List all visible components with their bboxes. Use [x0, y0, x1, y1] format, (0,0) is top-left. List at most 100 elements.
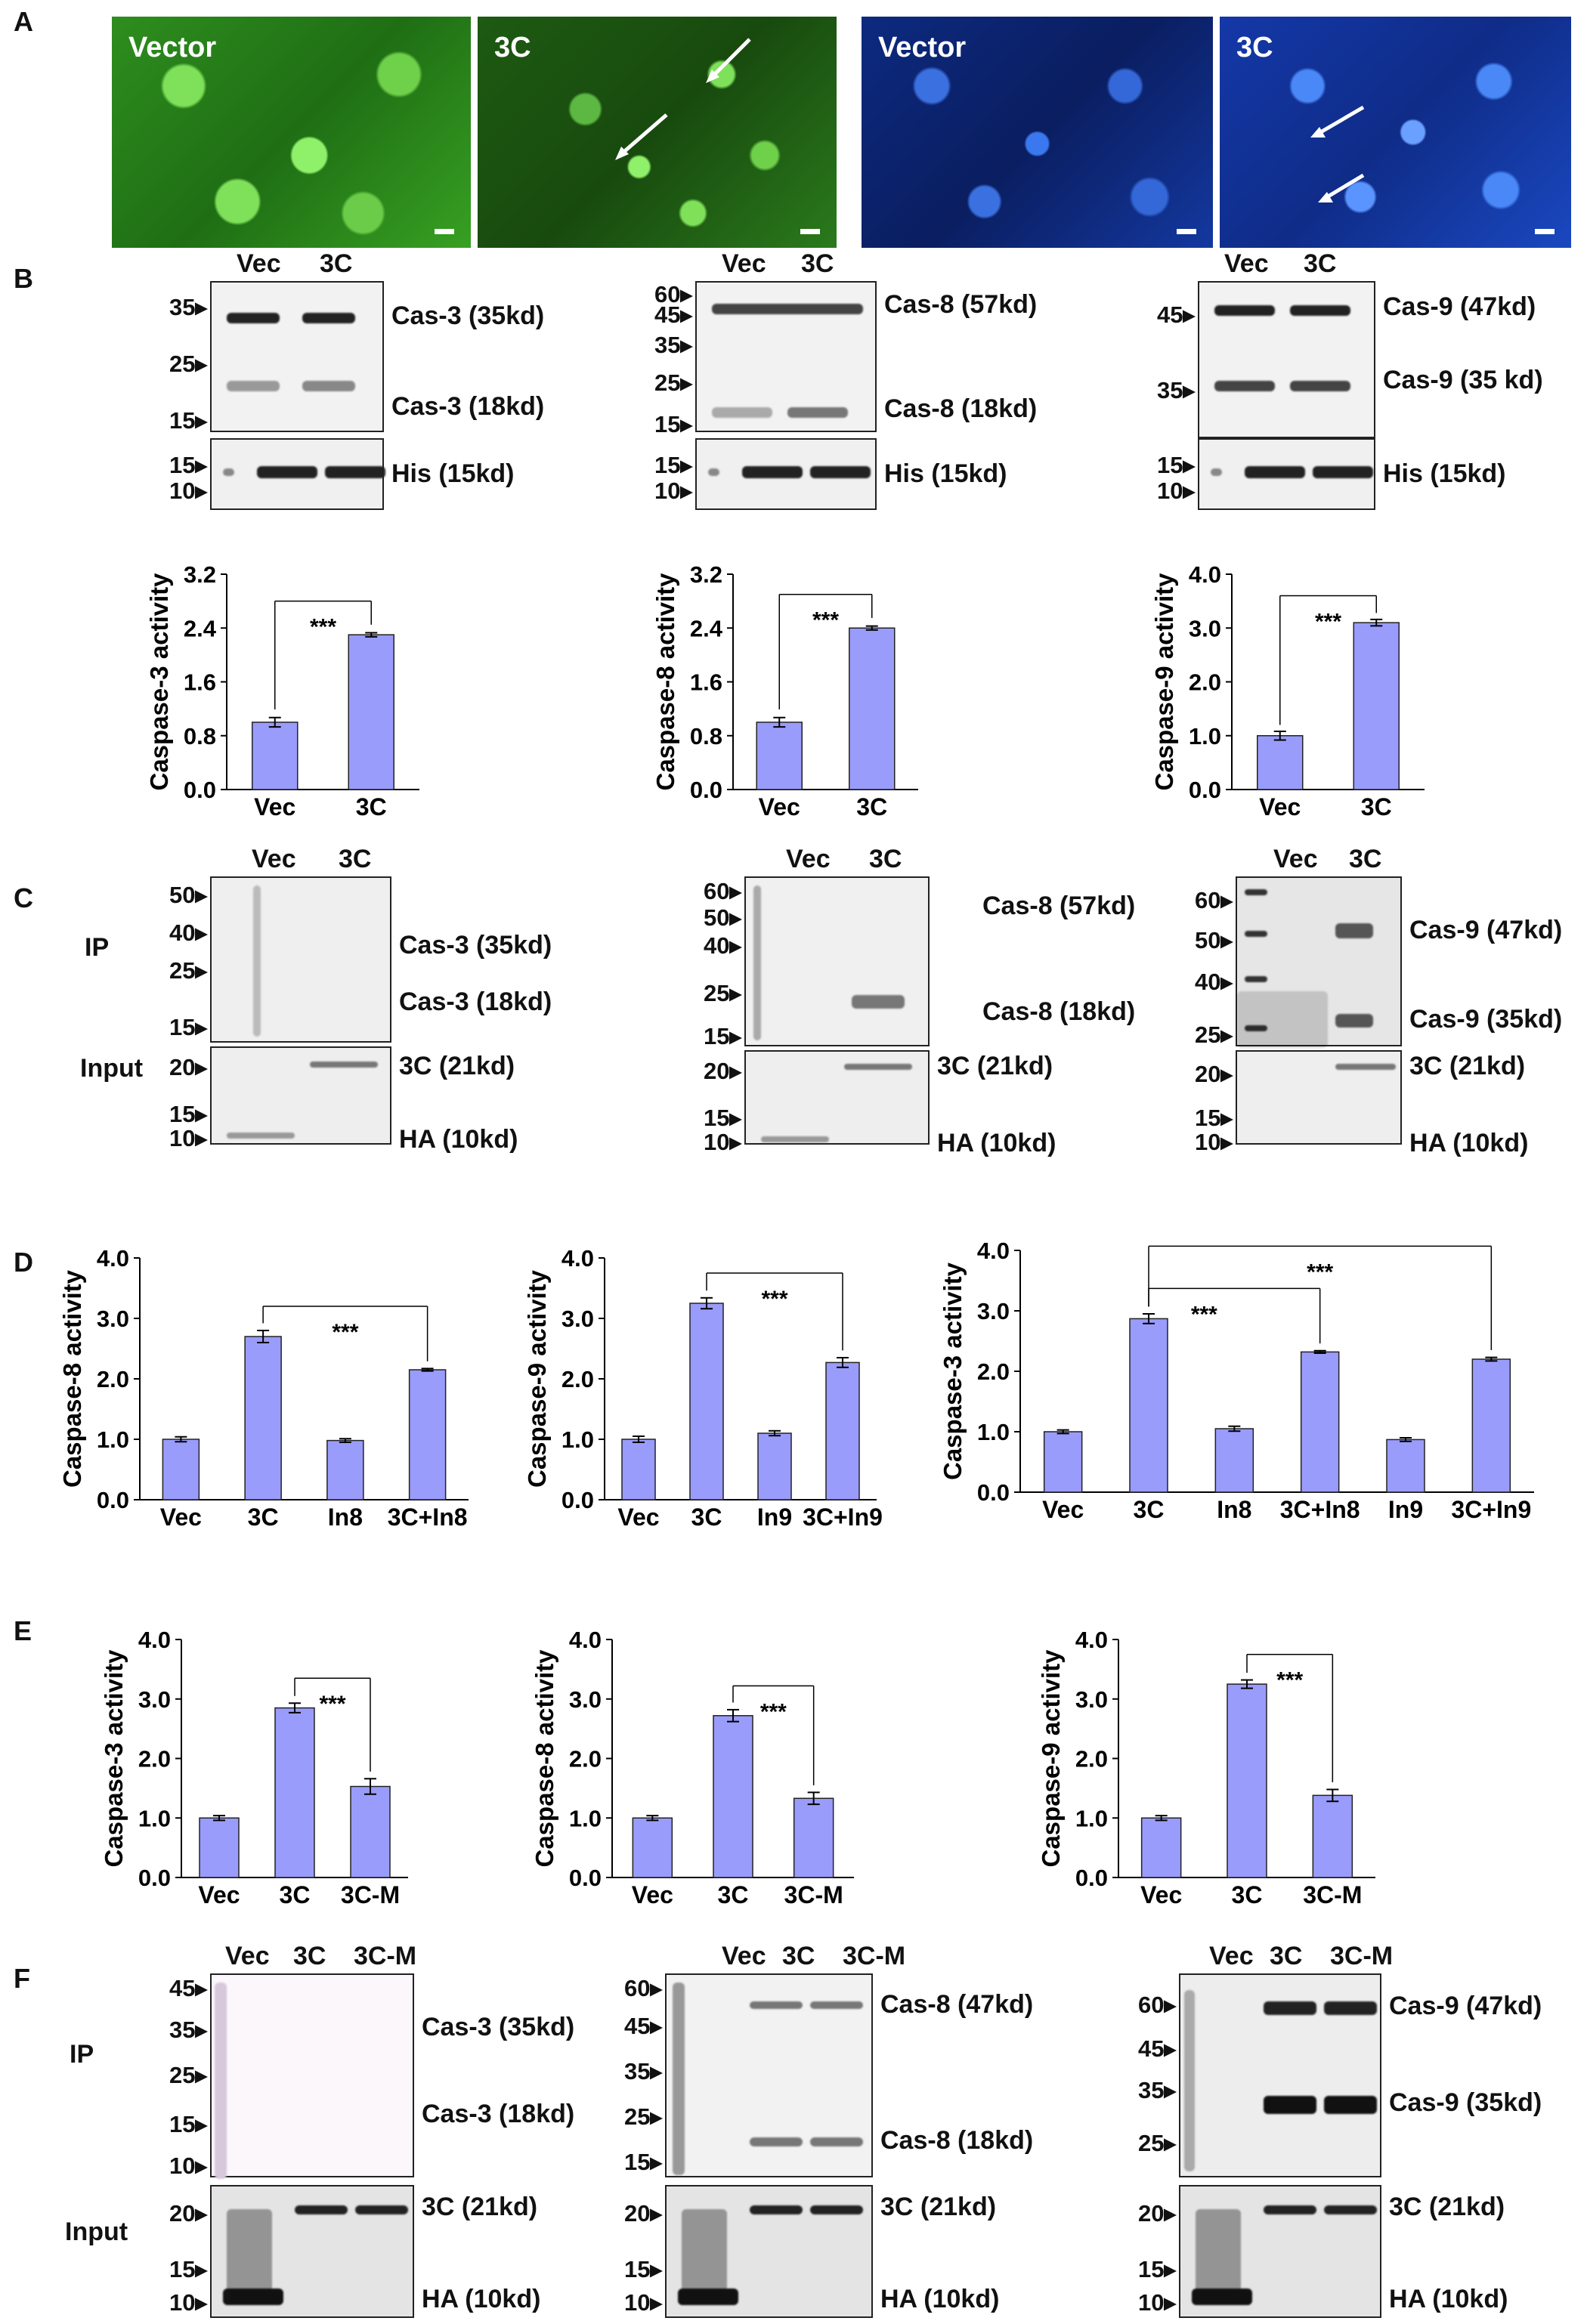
x-tick-label: 3C-M — [341, 1881, 400, 1908]
x-tick-label: 3C+In9 — [1451, 1496, 1531, 1523]
protein-band — [302, 313, 355, 323]
band-label: 3C (21kd) — [937, 1052, 1053, 1080]
ip-blot — [210, 1973, 414, 2179]
bar — [1227, 1683, 1267, 1878]
marker-label: 45▸ — [1137, 2035, 1176, 2062]
lane-label: 3C — [293, 1942, 326, 1970]
protein-band — [227, 1133, 295, 1139]
y-tick-label: 1.0 — [97, 1426, 129, 1453]
y-tick-label: 0.0 — [138, 1865, 171, 1891]
x-tick-label: Vec — [254, 793, 295, 821]
bar — [350, 1785, 391, 1878]
marker-label: 40▸ — [703, 932, 741, 959]
marker-label: 15▸ — [654, 452, 692, 478]
y-tick-label: 1.0 — [138, 1805, 171, 1831]
protein-band — [708, 468, 719, 476]
band-label: HA (10kd) — [880, 2285, 1000, 2313]
protein-band — [1324, 2205, 1377, 2214]
protein-band — [787, 407, 848, 418]
ip-blot — [665, 1973, 873, 2177]
band-label: Cas-9 (47kd) — [1389, 1992, 1542, 2020]
marker-label: 15▸ — [169, 2111, 207, 2137]
y-tick-label: 0.0 — [184, 777, 216, 803]
scale-bar — [435, 229, 454, 234]
band-label: HA (10kd) — [1409, 1129, 1529, 1157]
band-label: Cas-8 (18kd) — [982, 997, 1136, 1026]
ip-blot — [1236, 876, 1402, 1048]
y-tick-label: 0.0 — [561, 1487, 594, 1513]
x-tick-label: In9 — [757, 1503, 792, 1531]
bar-chart-e3: 0.0 1.0 2.0 3.0 4.0 Caspase-9 activity Vec 3C 3C… — [1037, 1627, 1375, 1908]
bar — [326, 1439, 364, 1500]
y-axis-label: Caspase-8 activity — [651, 573, 679, 791]
marker-label: 10▸ — [1156, 477, 1195, 504]
lane-label: 3C — [320, 249, 353, 278]
scale-bar — [1535, 229, 1555, 234]
lane-label: 3C — [1270, 1942, 1303, 1970]
marker-label: 35▸ — [1137, 2077, 1176, 2103]
y-axis-label: Caspase-3 activity — [145, 573, 173, 791]
y-tick-label: 0.0 — [569, 1865, 602, 1891]
his-blot — [210, 438, 385, 510]
marker-label: 35▸ — [169, 294, 207, 320]
y-tick-label: 1.6 — [184, 669, 216, 696]
ip-blot — [1179, 1973, 1381, 2177]
y-tick-label: 0.8 — [184, 723, 216, 749]
y-tick-label: 2.0 — [977, 1358, 1010, 1385]
ip-blot — [210, 876, 391, 1043]
scale-bar — [800, 229, 820, 234]
y-tick-label: 2.0 — [1075, 1746, 1108, 1772]
protein-band — [750, 2137, 803, 2146]
y-axis-label: Caspase-3 activity — [100, 1649, 128, 1868]
y-tick-label: 4.0 — [561, 1245, 594, 1272]
y-tick-label: 4.0 — [97, 1245, 129, 1272]
panel-label-f: F — [14, 1963, 30, 1994]
band-label: Cas-8 (47kd) — [880, 1990, 1034, 2019]
marker-label: 25▸ — [169, 957, 207, 984]
input-label: Input — [65, 2217, 128, 2246]
y-tick-label: 1.6 — [690, 669, 722, 696]
marker-label: 15▸ — [1194, 1105, 1233, 1131]
y-tick-label: 3.0 — [977, 1298, 1010, 1324]
x-tick-label: Vec — [1140, 1881, 1182, 1908]
micrograph-label: Vector — [128, 32, 217, 63]
y-axis-label: Caspase-9 activity — [1037, 1649, 1065, 1868]
protein-band — [1313, 466, 1373, 478]
x-tick-label: 3C — [856, 793, 887, 821]
y-tick-label: 3.0 — [97, 1306, 129, 1332]
y-tick-label: 0.0 — [1075, 1865, 1108, 1891]
y-tick-label: 2.4 — [690, 615, 723, 641]
marker-label: 60▸ — [1137, 1992, 1176, 2018]
y-tick-label: 1.0 — [569, 1805, 602, 1831]
band-label: Cas-3 (18kd) — [422, 2100, 575, 2128]
marker-label: 15▸ — [169, 1014, 207, 1040]
bar-chart-e2: 0.0 1.0 2.0 3.0 4.0 Caspase-8 activity Vec 3C 3C… — [531, 1627, 854, 1908]
x-tick-label: 3C — [718, 1881, 749, 1908]
band-label: His (15kd) — [884, 459, 1007, 488]
western-blot — [210, 281, 384, 432]
protein-band — [742, 466, 803, 478]
significance-label: *** — [812, 608, 839, 633]
lane-label: 3C — [339, 845, 372, 873]
y-tick-label: 0.0 — [1189, 777, 1221, 803]
bar — [757, 1432, 792, 1500]
bar — [274, 1707, 315, 1878]
marker-label: 15▸ — [1156, 452, 1195, 478]
protein-band — [844, 1064, 912, 1070]
marker-label: 15▸ — [623, 2149, 662, 2175]
lane-label: Vec — [1209, 1942, 1254, 1970]
lane-label: Vec — [225, 1942, 270, 1970]
marker-label: 15▸ — [1137, 2256, 1176, 2282]
protein-band — [1196, 2209, 1241, 2292]
y-tick-label: 3.0 — [1075, 1686, 1108, 1713]
y-tick-label: 2.4 — [184, 615, 217, 641]
bar — [689, 1303, 724, 1500]
panel-label-b: B — [14, 263, 33, 294]
protein-band — [1264, 2096, 1316, 2114]
marker-label: 15▸ — [623, 2256, 662, 2282]
marker-label: 20▸ — [703, 1058, 741, 1084]
protein-band — [810, 2137, 863, 2146]
x-tick-label: 3C+In8 — [388, 1503, 468, 1531]
input-blot — [210, 2185, 414, 2318]
marker-label: 15▸ — [703, 1023, 741, 1049]
